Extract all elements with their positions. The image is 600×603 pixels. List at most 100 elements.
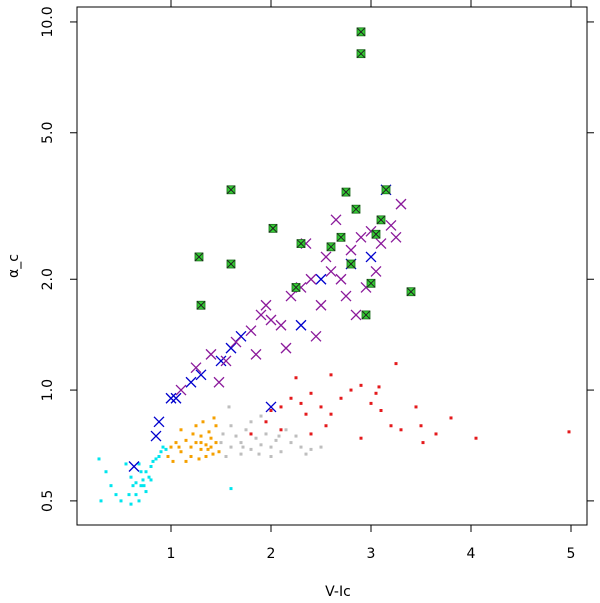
point xyxy=(131,484,135,488)
x-stroke xyxy=(406,287,416,297)
point xyxy=(227,405,231,409)
x-stroke xyxy=(345,244,357,256)
x-tick-label: 2 xyxy=(267,546,276,562)
point xyxy=(211,452,215,456)
y-tick-label: 5.0 xyxy=(40,122,56,144)
x-point xyxy=(205,348,217,360)
point xyxy=(299,445,303,449)
point xyxy=(99,499,103,503)
x-point xyxy=(385,220,397,231)
box-point xyxy=(336,232,346,242)
x-point xyxy=(275,319,287,331)
point xyxy=(124,462,128,466)
point xyxy=(234,434,238,438)
point xyxy=(304,412,308,416)
x-point xyxy=(255,309,267,321)
point xyxy=(127,493,131,497)
point xyxy=(149,464,153,468)
box-point xyxy=(356,27,366,37)
x-stroke xyxy=(366,278,376,288)
x-point xyxy=(220,355,232,367)
x-point xyxy=(315,299,327,311)
point xyxy=(239,452,243,456)
point xyxy=(249,420,253,424)
point xyxy=(144,470,148,474)
x-stroke xyxy=(260,299,272,311)
point xyxy=(161,445,165,449)
x-point xyxy=(335,273,347,285)
box-point xyxy=(406,287,416,297)
x-stroke xyxy=(376,215,386,225)
x-stroke xyxy=(296,239,306,248)
point xyxy=(319,405,323,409)
x-stroke xyxy=(213,376,225,388)
x-point xyxy=(175,384,187,396)
point xyxy=(104,470,108,474)
x-stroke xyxy=(355,231,367,243)
point xyxy=(97,457,101,461)
point xyxy=(209,445,213,449)
point xyxy=(149,478,153,482)
point xyxy=(249,432,253,436)
point xyxy=(419,424,423,428)
point xyxy=(139,470,143,474)
point xyxy=(394,362,398,366)
box-point xyxy=(381,185,391,195)
point xyxy=(329,412,333,416)
x-stroke xyxy=(371,229,381,239)
point xyxy=(191,432,195,436)
x-stroke xyxy=(230,336,242,348)
point xyxy=(229,445,233,449)
x-axis-label: V-Ic xyxy=(325,584,351,600)
point xyxy=(214,424,218,428)
box-point xyxy=(268,223,278,233)
y-axis-label: α_c xyxy=(6,254,22,278)
point xyxy=(209,436,213,440)
x-stroke xyxy=(165,392,177,404)
point xyxy=(147,475,151,479)
point xyxy=(141,478,145,482)
point xyxy=(269,455,273,459)
point xyxy=(204,455,208,459)
point xyxy=(289,396,293,400)
point xyxy=(212,416,216,420)
x-point xyxy=(165,392,177,404)
point xyxy=(309,432,313,436)
point xyxy=(137,462,141,466)
x-stroke xyxy=(365,251,377,263)
x-stroke xyxy=(385,220,397,231)
x-stroke xyxy=(291,283,301,292)
x-stroke xyxy=(170,392,182,404)
x-point xyxy=(395,198,407,210)
point xyxy=(269,445,273,449)
point xyxy=(157,455,161,459)
point xyxy=(379,409,383,413)
point xyxy=(214,441,218,445)
x-stroke xyxy=(381,185,391,195)
x-stroke xyxy=(220,355,232,367)
x-stroke xyxy=(375,238,387,250)
point xyxy=(194,424,198,428)
x-stroke xyxy=(346,259,356,269)
point xyxy=(399,428,403,432)
x-stroke xyxy=(185,376,197,388)
point xyxy=(204,443,208,447)
x-stroke xyxy=(356,49,366,59)
point xyxy=(129,475,133,479)
x-stroke xyxy=(315,273,327,285)
point xyxy=(264,432,268,436)
x-stroke xyxy=(356,27,366,37)
box-point xyxy=(291,283,301,292)
point xyxy=(434,432,438,436)
point xyxy=(109,484,113,488)
point xyxy=(319,445,323,449)
point xyxy=(177,445,181,449)
point xyxy=(239,441,243,445)
x-point xyxy=(225,342,237,354)
point xyxy=(164,447,168,451)
box-point xyxy=(356,49,366,59)
box-point xyxy=(326,242,336,252)
point xyxy=(279,428,283,432)
point xyxy=(179,428,183,432)
point xyxy=(389,424,393,428)
